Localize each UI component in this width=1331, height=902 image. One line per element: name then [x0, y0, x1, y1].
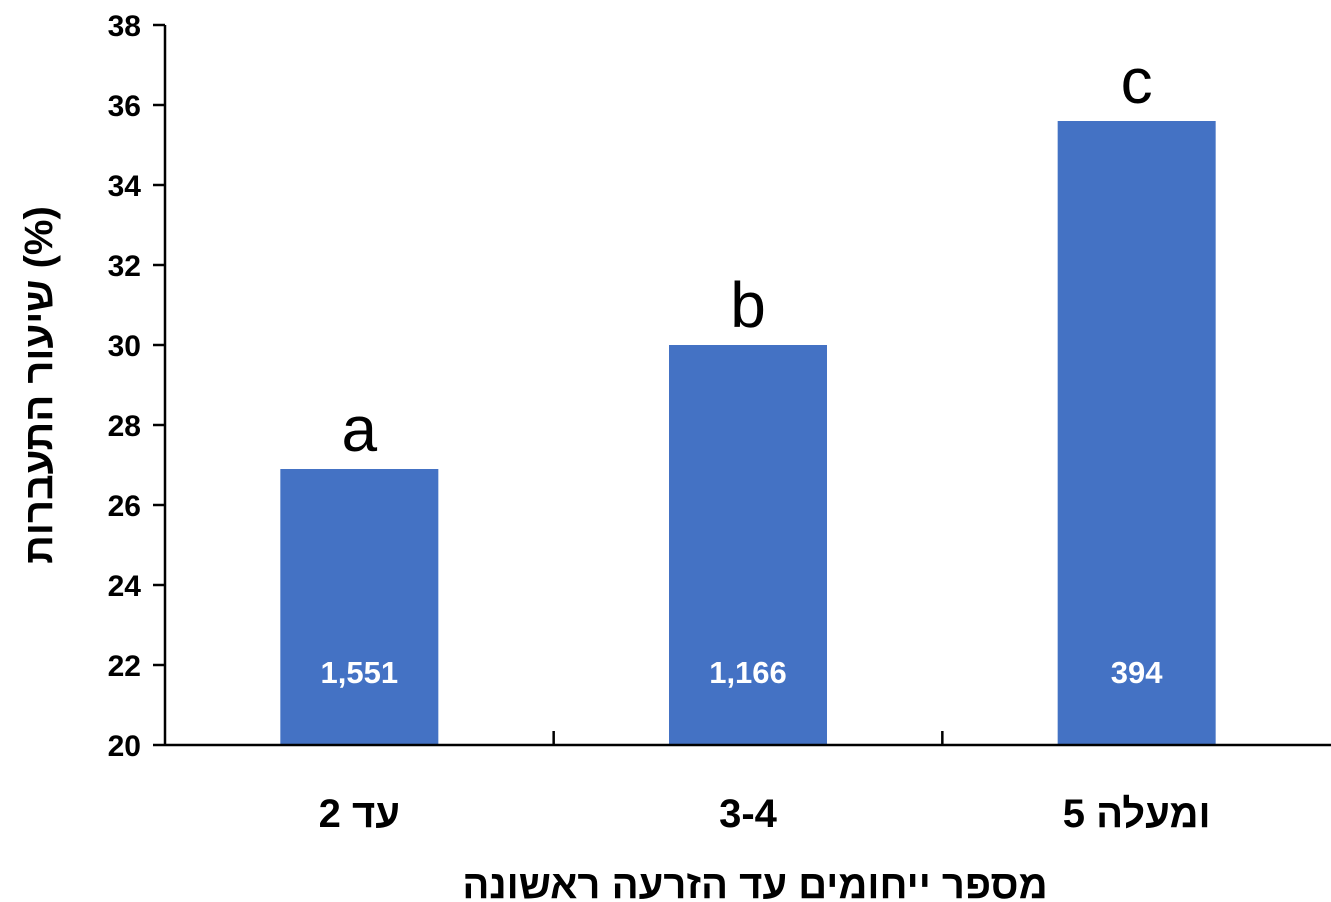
y-tick-label: 38	[108, 10, 141, 43]
y-tick-label: 20	[108, 730, 141, 763]
y-tick-label: 22	[108, 650, 141, 683]
x-axis-ticks	[552, 731, 944, 745]
y-tick-label: 32	[108, 250, 141, 283]
significance-letter: b	[730, 269, 766, 341]
x-category-label: 3-4	[719, 792, 778, 836]
bar	[1057, 121, 1216, 745]
sample-size-label: 394	[1111, 655, 1163, 690]
y-axis-title: שיעור התעברות (%)	[17, 206, 61, 564]
bars: 1,551 a עד 2 1,166 b 3-4 394 c 5 ומעלה	[280, 45, 1216, 836]
x-axis-title: מספר ייחומים עד הזרעה ראשונה	[462, 863, 1047, 902]
x-category-label: עד 2	[319, 792, 400, 836]
y-tick-label: 30	[108, 330, 141, 363]
significance-letter: c	[1121, 45, 1153, 117]
y-tick-label: 34	[108, 170, 142, 203]
bar	[669, 345, 827, 745]
x-category-label: 5 ומעלה	[1063, 792, 1211, 836]
y-tick-label: 28	[108, 410, 141, 443]
sample-size-label: 1,166	[709, 655, 787, 690]
y-axis-ticks: 20 22 24 26 28 30 32 34 36 38	[108, 10, 165, 763]
bar	[280, 469, 439, 745]
y-tick-label: 24	[108, 570, 142, 603]
y-tick-label: 36	[108, 90, 141, 123]
sample-size-label: 1,551	[321, 655, 399, 690]
significance-letter: a	[342, 393, 378, 465]
y-tick-label: 26	[108, 490, 141, 523]
